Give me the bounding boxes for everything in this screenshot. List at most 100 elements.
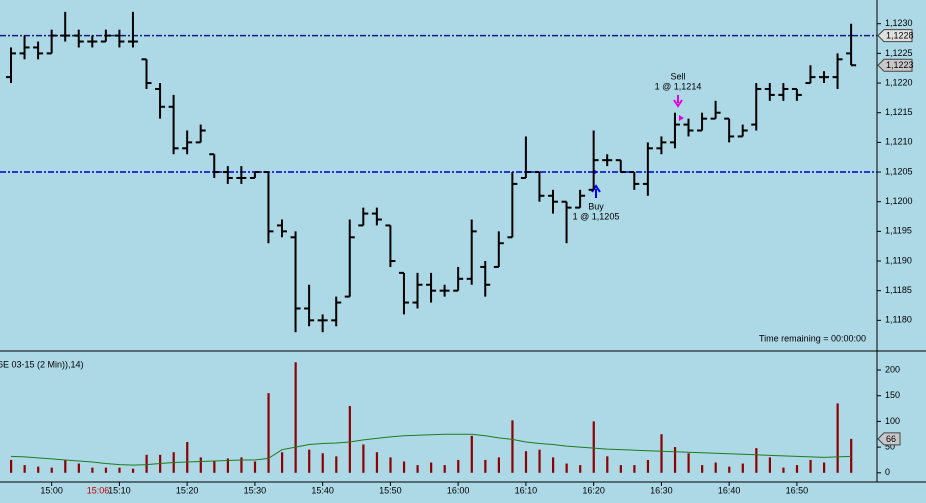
x-tick-label: 15:00 (40, 485, 63, 495)
moving-average (10, 433, 852, 466)
x-tick-label: 16:10 (515, 485, 538, 495)
volume-bar (497, 457, 500, 473)
volume-bar (457, 459, 460, 473)
volume-bar (850, 438, 853, 473)
volume-bar (592, 421, 595, 473)
volume-bar (565, 463, 568, 473)
volume-bar (782, 467, 785, 473)
volume-bar (321, 453, 324, 473)
volume-bar (186, 441, 189, 473)
price-tag (877, 29, 913, 43)
volume-bar (836, 403, 839, 473)
y-tick-label: 1,1225 (885, 48, 913, 58)
volume-bar (511, 420, 514, 473)
x-tick-label: 15:10 (108, 485, 131, 495)
sell-arrow (673, 95, 683, 108)
y-tick-label: 50 (885, 441, 895, 451)
volume-bar (199, 457, 202, 473)
volume-bar (416, 465, 419, 473)
volume-bar (91, 467, 94, 473)
volume-bar (375, 452, 379, 473)
volume-bar (362, 444, 365, 473)
cursor-time: 15:06 (87, 485, 110, 495)
x-tick-label: 16:50 (786, 485, 809, 495)
volume-bar (606, 456, 609, 473)
volume-bar (714, 462, 717, 473)
y-tick-label: 1,1185 (885, 285, 912, 295)
y-tick-label: 1,1190 (885, 255, 912, 265)
volume-bar (443, 465, 446, 473)
x-tick-label: 16:20 (582, 485, 605, 495)
volume-bar (308, 449, 311, 473)
volume-bar (701, 465, 704, 473)
volume-bar (579, 465, 582, 473)
volume-bar (77, 463, 80, 473)
volume-bar (484, 459, 487, 473)
price-tag-label: 1,1228 (886, 30, 914, 40)
volume-bar (633, 465, 636, 473)
volume-bar (335, 456, 338, 473)
y-tick-label: 1,1195 (885, 226, 912, 236)
volume-tag (877, 432, 901, 446)
volume-bar (37, 466, 40, 473)
cursor-box (86, 485, 110, 497)
volume-bar (619, 465, 622, 473)
x-tick-label: 15:40 (311, 485, 334, 495)
x-tick-label: 16:30 (650, 485, 673, 495)
order-side: Buy (588, 201, 604, 211)
volume-bar (213, 461, 216, 473)
volume-bar (145, 454, 148, 473)
order-fill: 1 @ 1,1205 (573, 211, 620, 221)
y-tick-label: 1,1205 (885, 166, 913, 176)
x-tick-label: 15:50 (379, 485, 402, 495)
y-tick-label: 1,1215 (885, 107, 913, 117)
volume-bar (524, 451, 528, 473)
volume-bar (104, 467, 108, 473)
x-tick-label: 15:20 (176, 485, 199, 495)
y-tick-label: 0 (885, 467, 890, 477)
price-tag (877, 58, 913, 72)
volume-bar (240, 457, 243, 473)
sell-fill-marker (679, 115, 684, 121)
y-tick-label: 1,1220 (885, 77, 913, 87)
volume-bar (131, 468, 135, 473)
volume-bar (294, 362, 297, 473)
volume-bar (430, 462, 433, 473)
time-remaining: Time remaining = 00:00:00 (759, 333, 866, 343)
volume-bar (755, 448, 758, 473)
volume-bar (673, 447, 677, 473)
volume-bar (538, 449, 541, 473)
indicator-title: 6E 03-15 (2 Min)),14) (0, 359, 84, 369)
y-tick-label: 1,1180 (885, 315, 912, 325)
x-tick-label: 16:00 (447, 485, 470, 495)
volume-bar (23, 465, 26, 473)
y-tick-label: 100 (885, 416, 900, 426)
volume-bar (646, 459, 650, 473)
volume-bar (118, 467, 121, 473)
volume-bar (253, 461, 257, 473)
x-tick-label: 15:30 (244, 485, 267, 495)
volume-bar (389, 457, 392, 473)
volume-bar (267, 393, 270, 473)
volume-bar (809, 459, 812, 473)
volume-bar (728, 466, 731, 473)
volume-bar (348, 405, 351, 473)
volume-bar (281, 452, 284, 473)
volume-bar (768, 457, 771, 473)
volume-bar (470, 435, 473, 473)
volume-bar (660, 434, 663, 473)
volume-bar (687, 453, 690, 473)
volume-tag-label: 66 (886, 434, 896, 444)
y-tick-label: 1,1200 (885, 196, 913, 206)
volume-bar (50, 467, 53, 473)
volume-bar (402, 461, 406, 473)
y-tick-label: 1,1230 (885, 18, 913, 28)
volume-bar (795, 465, 799, 473)
volume-bar (823, 462, 826, 473)
volume-bar (741, 463, 744, 473)
y-tick-label: 200 (885, 364, 900, 374)
price-tag-label: 1,1223 (886, 60, 914, 70)
